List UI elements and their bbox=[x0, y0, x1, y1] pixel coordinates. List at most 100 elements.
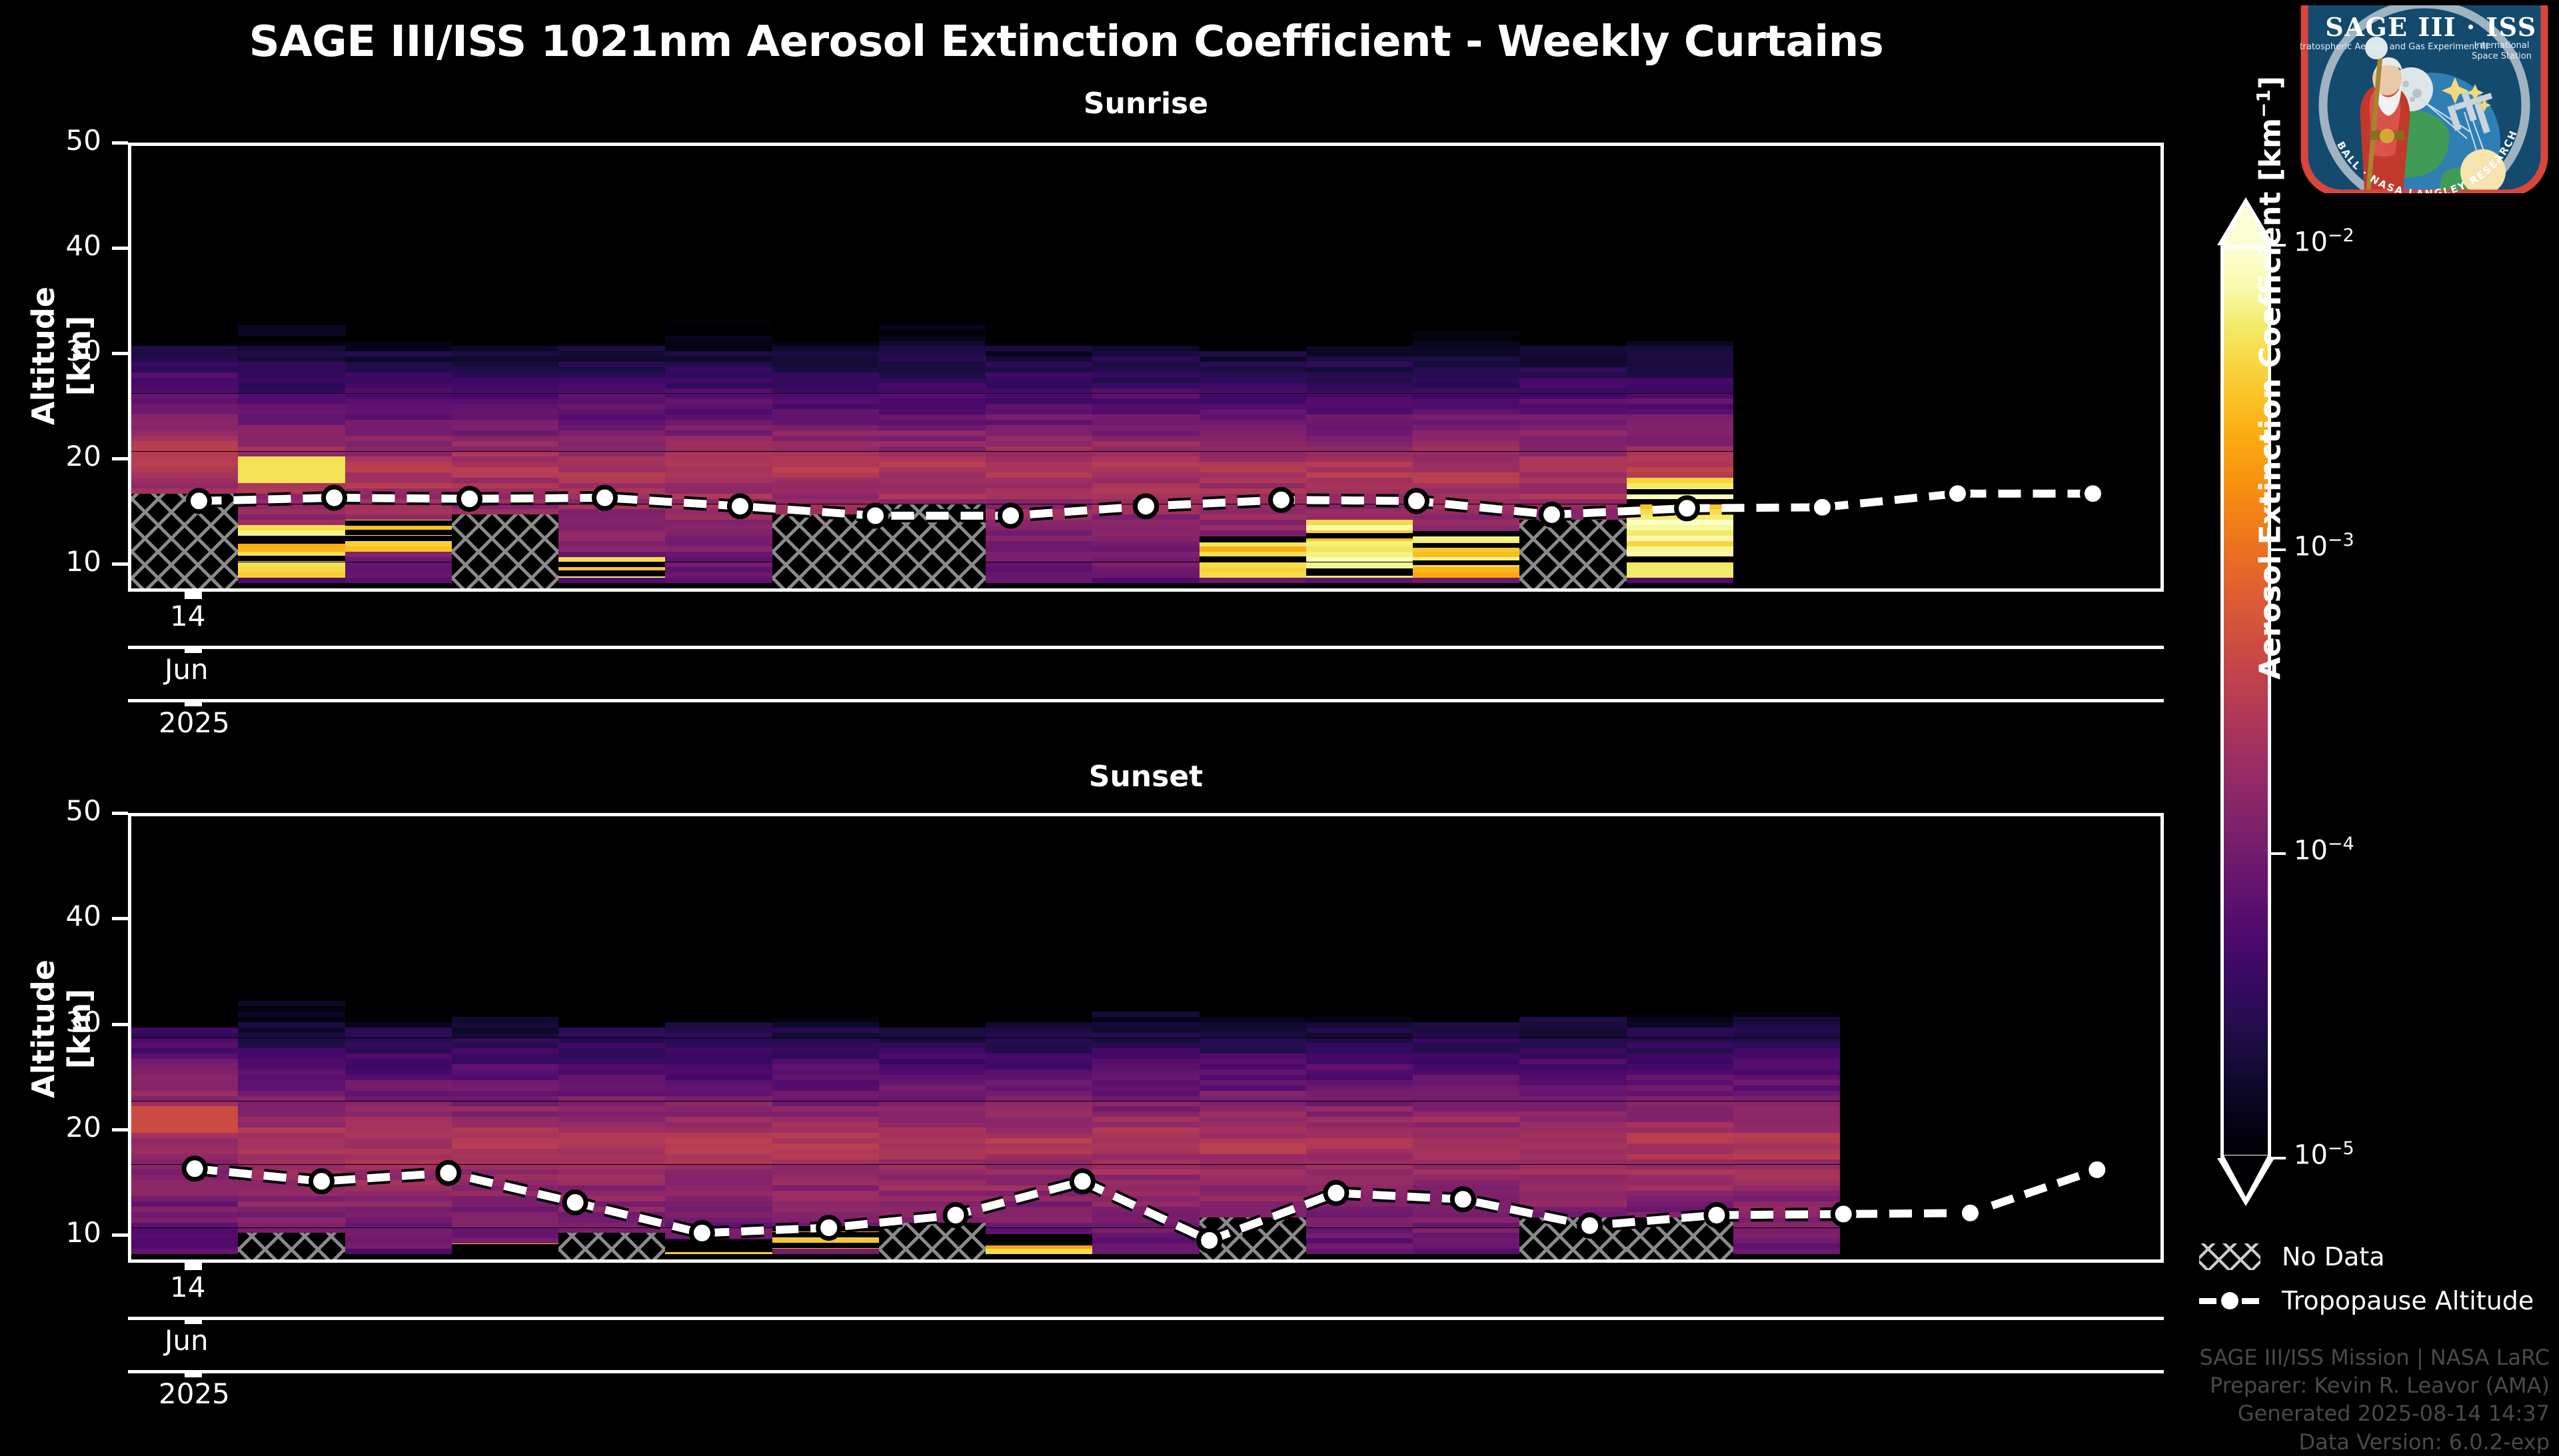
no-data-region bbox=[1519, 520, 1627, 588]
x-tick-month-sunset: Jun bbox=[165, 1324, 209, 1357]
curtain-column bbox=[1092, 816, 1200, 1259]
curtain-column bbox=[558, 816, 666, 1259]
y-tick-label: 40 bbox=[65, 229, 101, 263]
y-tick-mark bbox=[112, 812, 128, 815]
panel-title-sunset: Sunset bbox=[1088, 760, 1204, 794]
curtain-column bbox=[986, 146, 1093, 588]
no-data-region bbox=[558, 1233, 666, 1259]
y-tick-label: 10 bbox=[65, 1216, 101, 1249]
legend: No Data Tropopause Altitude bbox=[2199, 1239, 2534, 1321]
curtain-column bbox=[1413, 146, 1520, 588]
no-data-region bbox=[451, 514, 559, 588]
y-tick-mark bbox=[112, 1233, 128, 1237]
curtain-column bbox=[1305, 146, 1413, 588]
panel-title-sunrise: Sunrise bbox=[1083, 87, 1209, 121]
no-data-region bbox=[772, 514, 879, 588]
y-tick-label: 40 bbox=[65, 900, 101, 933]
x-tick-day-sunrise: 14 bbox=[170, 600, 206, 632]
curtain-column bbox=[986, 816, 1093, 1259]
footer-line-generated: Generated 2025-08-14 14:37 bbox=[2237, 1401, 2550, 1427]
tropopause-marker bbox=[2080, 480, 2106, 507]
footer-line-version: Data Version: 6.0.2-exp bbox=[2298, 1429, 2550, 1455]
colorbar-extend-max-fill bbox=[2224, 204, 2268, 245]
curtain-column bbox=[238, 816, 345, 1259]
y-tick-label: 30 bbox=[65, 1005, 101, 1038]
curtain-column bbox=[1626, 816, 1733, 1259]
curtain-column bbox=[1626, 146, 1733, 588]
footer-credits: SAGE III/ISS Mission | NASA LaRC Prepare… bbox=[1750, 1343, 2550, 1456]
y-tick-label: 30 bbox=[65, 335, 101, 368]
colorbar-tick-label: 10−5 bbox=[2294, 1138, 2354, 1171]
x-tick-year-sunrise: 2025 bbox=[159, 706, 230, 739]
curtain-column bbox=[1733, 816, 1841, 1259]
colorbar-label-exponent: −1 bbox=[2252, 89, 2274, 119]
no-data-region bbox=[878, 504, 986, 588]
colorbar-label-text: Aerosol Extinction Coefficient [km bbox=[2253, 118, 2288, 680]
footer-line-preparer: Preparer: Kevin R. Leavor (AMA) bbox=[2209, 1373, 2550, 1399]
no-data-region bbox=[1199, 1217, 1306, 1259]
dashed-line-marker-icon bbox=[2199, 1291, 2260, 1311]
curtain-column bbox=[1199, 146, 1306, 588]
y-tick-mark bbox=[112, 247, 128, 251]
y-tick-mark bbox=[112, 1022, 128, 1026]
sunrise-curtain-plot[interactable] bbox=[128, 143, 2164, 592]
colorbar-label: Aerosol Extinction Coefficient [km−1] bbox=[2252, 76, 2288, 680]
curtain-column bbox=[1199, 816, 1306, 1259]
tropopause-marker bbox=[2084, 1156, 2111, 1183]
y-tick-label: 50 bbox=[65, 124, 101, 157]
curtain-column bbox=[558, 146, 666, 588]
y-tick-mark bbox=[112, 562, 128, 566]
curtain-column bbox=[238, 146, 345, 588]
legend-item-no-data: No Data bbox=[2199, 1239, 2534, 1274]
curtain-column bbox=[451, 146, 559, 588]
y-tick-label: 20 bbox=[65, 440, 101, 473]
hatch-swatch-icon bbox=[2199, 1243, 2260, 1270]
colorbar-label-tail: ] bbox=[2253, 76, 2288, 90]
y-tick-mark bbox=[112, 917, 128, 921]
tropopause-marker bbox=[1957, 1199, 1983, 1226]
no-data-region bbox=[1626, 1217, 1733, 1259]
curtain-column bbox=[131, 146, 239, 588]
colorbar-tick-mark bbox=[2271, 548, 2286, 551]
y-tick-mark bbox=[112, 352, 128, 356]
curtain-column bbox=[1305, 816, 1413, 1259]
logo-subtitle-right-2: Space Station bbox=[2472, 51, 2532, 61]
colorbar-tick-mark bbox=[2271, 244, 2286, 247]
tropopause-marker bbox=[1809, 494, 1835, 520]
y-tick-mark bbox=[112, 1128, 128, 1131]
y-tick-mark bbox=[112, 457, 128, 461]
curtain-column bbox=[772, 816, 879, 1259]
tropopause-marker bbox=[1945, 480, 1971, 507]
x-tick-day-sunset: 14 bbox=[170, 1271, 206, 1303]
colorbar-tick-mark bbox=[2271, 1157, 2286, 1159]
footer-line-mission: SAGE III/ISS Mission | NASA LaRC bbox=[2199, 1345, 2550, 1370]
colorbar-gradient bbox=[2220, 245, 2271, 1158]
curtain-column bbox=[665, 146, 772, 588]
x-tick-year-sunset: 2025 bbox=[159, 1377, 230, 1410]
curtain-column bbox=[878, 146, 986, 588]
logo-title: SAGE III · ISS bbox=[2325, 12, 2536, 42]
sage-iii-iss-mission-patch: SAGE III · ISS Stratospheric Aerosol and… bbox=[2300, 5, 2548, 193]
curtain-column bbox=[345, 146, 452, 588]
legend-item-tropopause: Tropopause Altitude bbox=[2199, 1281, 2534, 1321]
sunset-curtain-plot[interactable] bbox=[128, 813, 2164, 1263]
no-data-region bbox=[1519, 1217, 1627, 1259]
logo-subtitle-left: Stratospheric Aerosol and Gas Experiment… bbox=[2300, 42, 2488, 52]
page-title: SAGE III/ISS 1021nm Aerosol Extinction C… bbox=[249, 17, 1884, 67]
curtain-column bbox=[345, 816, 452, 1259]
curtain-column bbox=[1519, 146, 1627, 588]
curtain-column bbox=[131, 816, 239, 1259]
curtain-column bbox=[878, 816, 986, 1259]
curtain-column bbox=[772, 146, 879, 588]
curtain-column bbox=[451, 816, 559, 1259]
logo-subtitle-right-1: International bbox=[2474, 41, 2530, 51]
colorbar-tick-label: 10−2 bbox=[2294, 225, 2354, 258]
colorbar-extend-min-fill bbox=[2224, 1155, 2268, 1197]
y-tick-label: 20 bbox=[65, 1111, 101, 1143]
no-data-region bbox=[878, 1222, 986, 1259]
no-data-region bbox=[238, 1233, 345, 1259]
curtain-column bbox=[665, 816, 772, 1259]
y-tick-mark bbox=[112, 141, 128, 145]
y-tick-label: 50 bbox=[65, 794, 101, 827]
curtain-column bbox=[1519, 816, 1627, 1259]
